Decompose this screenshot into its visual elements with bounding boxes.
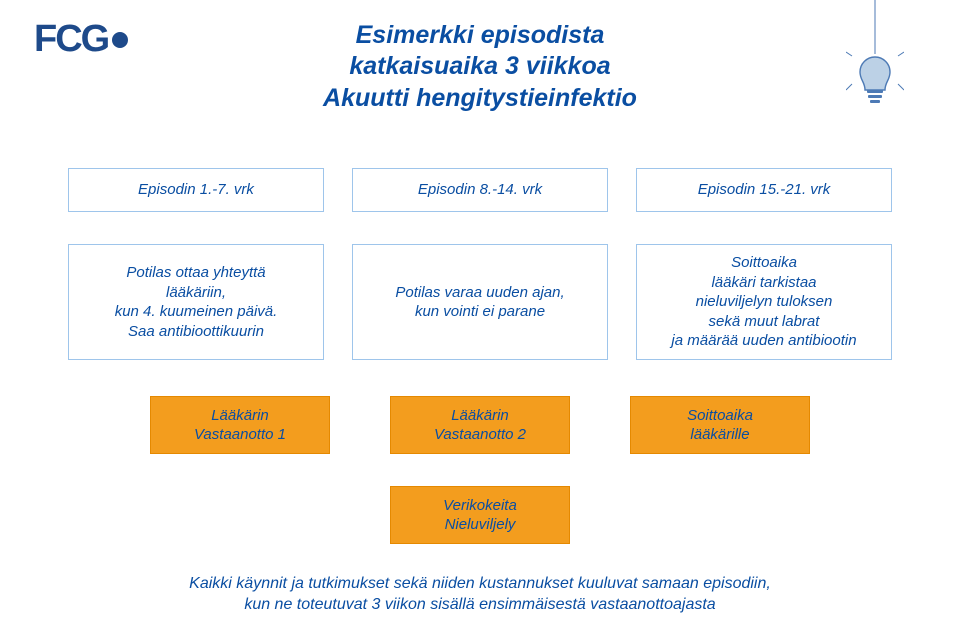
box-text: Saa antibioottikuurin	[128, 322, 264, 342]
box-text: Potilas varaa uuden ajan,	[395, 283, 564, 303]
box-text: Soittoaika	[687, 406, 753, 426]
visits-row: Lääkärin Vastaanotto 1 Lääkärin Vastaano…	[0, 396, 960, 454]
description-row: Potilas ottaa yhteyttä lääkäriin, kun 4.…	[0, 244, 960, 360]
box-text: Nieluviljely	[445, 515, 516, 535]
box-text: Vastaanotto 2	[434, 425, 526, 445]
box-text: ja määrää uuden antibiootin	[671, 331, 856, 351]
box-text: kun vointi ei parane	[415, 302, 545, 322]
timeline-row: Episodin 1.-7. vrk Episodin 8.-14. vrk E…	[0, 168, 960, 212]
box-text: Lääkärin	[211, 406, 269, 426]
tests-row: Verikokeita Nieluviljely	[0, 486, 960, 544]
box-text: Verikokeita	[443, 496, 517, 516]
box-text: Episodin 8.-14. vrk	[418, 180, 542, 200]
title-line: Esimerkki episodista	[0, 20, 960, 51]
box-text: Lääkärin	[451, 406, 509, 426]
page-title: Esimerkki episodista katkaisuaika 3 viik…	[0, 20, 960, 114]
title-line: katkaisuaika 3 viikkoa	[0, 51, 960, 82]
box-text: kun 4. kuumeinen päivä.	[115, 302, 278, 322]
description-box-3: Soittoaika lääkäri tarkistaa nieluviljel…	[636, 244, 892, 360]
tests-box: Verikokeita Nieluviljely	[390, 486, 570, 544]
visit-box-1: Lääkärin Vastaanotto 1	[150, 396, 330, 454]
visit-box-3: Soittoaika lääkärille	[630, 396, 810, 454]
description-box-2: Potilas varaa uuden ajan, kun vointi ei …	[352, 244, 608, 360]
box-text: Soittoaika	[731, 253, 797, 273]
timeline-box-3: Episodin 15.-21. vrk	[636, 168, 892, 212]
footer-note: Kaikki käynnit ja tutkimukset sekä niide…	[0, 573, 960, 616]
title-line: Akuutti hengitystieinfektio	[0, 83, 960, 114]
description-box-1: Potilas ottaa yhteyttä lääkäriin, kun 4.…	[68, 244, 324, 360]
box-text: Episodin 1.-7. vrk	[138, 180, 254, 200]
box-text: nieluviljelyn tuloksen	[696, 292, 833, 312]
box-text: lääkäriin,	[166, 283, 226, 303]
box-text: Vastaanotto 1	[194, 425, 286, 445]
box-text: sekä muut labrat	[709, 312, 820, 332]
timeline-box-1: Episodin 1.-7. vrk	[68, 168, 324, 212]
box-text: Potilas ottaa yhteyttä	[126, 263, 265, 283]
footer-line: kun ne toteutuvat 3 viikon sisällä ensim…	[0, 594, 960, 616]
box-text: lääkäri tarkistaa	[711, 273, 816, 293]
footer-line: Kaikki käynnit ja tutkimukset sekä niide…	[0, 573, 960, 595]
box-text: lääkärille	[690, 425, 749, 445]
timeline-box-2: Episodin 8.-14. vrk	[352, 168, 608, 212]
box-text: Episodin 15.-21. vrk	[698, 180, 831, 200]
visit-box-2: Lääkärin Vastaanotto 2	[390, 396, 570, 454]
